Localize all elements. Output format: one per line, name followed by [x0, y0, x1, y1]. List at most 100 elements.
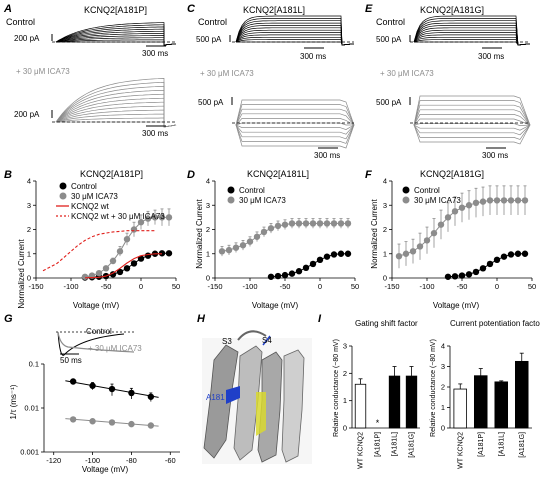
data-point	[323, 220, 331, 227]
y-tick-label: 0	[206, 274, 210, 283]
data-point	[486, 260, 494, 268]
x-tick-label: -100	[85, 456, 100, 465]
y-tick-label: 1	[441, 403, 445, 412]
panel-i-ylabel-right: Relative conductance (−80 mV)	[430, 339, 437, 437]
current-trace	[413, 124, 531, 131]
legend-marker-ica	[402, 196, 410, 204]
legend-marker-control	[59, 182, 67, 190]
y-tick-label: 0.001	[20, 448, 39, 457]
label-s3: S3	[222, 337, 232, 346]
data-point	[316, 220, 324, 227]
legend-ica: 30 μM ICA73	[239, 196, 286, 205]
current-trace	[235, 20, 355, 46]
data-point	[486, 197, 494, 204]
x-tick-label: -100	[419, 282, 434, 291]
x-tick-label: -150	[207, 282, 222, 291]
panel-c-control-traces	[232, 15, 355, 46]
y-tick-label: 0	[343, 424, 347, 433]
data-point	[102, 265, 110, 272]
y-tick-label: 0.01	[24, 404, 39, 413]
data-point	[337, 250, 345, 257]
panel-g-ica-label: + 30 μM ICA73	[88, 344, 142, 353]
data-point	[218, 248, 226, 255]
current-trace	[235, 108, 355, 126]
panel-i-title-right: Current potentiation factor	[450, 319, 540, 328]
legend-wt-ica: KCNQ2 wt + 30 μM ICA73	[71, 212, 165, 221]
data-point	[267, 273, 275, 280]
panel-b-ylabel: Normalized Current	[17, 239, 26, 309]
x-tick-label: -50	[457, 282, 468, 291]
data-point	[309, 220, 317, 227]
data-point	[316, 256, 324, 264]
legend-marker-ica	[59, 192, 67, 200]
current-trace	[235, 104, 355, 126]
panel-e-ica-label: + 30 μM ICA73	[380, 69, 434, 78]
panel-g-xlabel: Voltage (mV)	[82, 465, 129, 474]
current-trace	[55, 93, 177, 128]
data-point	[507, 251, 515, 258]
y-tick-label: 4	[206, 177, 210, 186]
data-point	[514, 197, 522, 204]
current-trace	[413, 39, 531, 46]
label-s4: S4	[262, 336, 272, 345]
y-tick-label: 1	[383, 249, 387, 258]
data-point	[288, 270, 296, 277]
data-point	[330, 251, 338, 258]
panel-c-scale-top: 500 pA	[196, 35, 222, 44]
data-point	[274, 222, 282, 230]
panel-a-time-bot: 300 ms	[142, 129, 168, 138]
current-trace	[236, 41, 355, 46]
data-point	[302, 220, 310, 227]
data-point	[493, 197, 501, 204]
current-trace	[235, 99, 355, 126]
x-tick-label: -80	[126, 456, 137, 465]
y-tick-label: 1	[206, 249, 210, 258]
inset-trace-control	[57, 331, 125, 356]
x-tick-label: 0	[318, 282, 322, 291]
data-point	[274, 272, 282, 280]
data-point	[147, 393, 155, 400]
data-point	[281, 271, 289, 279]
current-trace	[55, 24, 177, 46]
panel-e-scale-top: 500 pA	[376, 35, 402, 44]
y-tick-label: 3	[27, 201, 31, 210]
panel-d: D KCNQ2[A181L] -150 -100 -50 0 50 0 1 2 3 4 Norma…	[187, 169, 359, 310]
panel-b-legend: Control 30 μM ICA73 KCNQ2 wt KCNQ2 wt + …	[56, 182, 165, 221]
x-tick-label: 50	[172, 282, 180, 291]
current-trace	[235, 118, 355, 126]
current-trace	[55, 97, 177, 128]
data-point	[344, 220, 352, 227]
bar	[514, 360, 529, 429]
panel-d-plot: -150 -100 -50 0 50 0 1 2 3 4	[206, 177, 359, 292]
current-trace	[235, 29, 355, 46]
data-point	[123, 265, 131, 272]
legend-marker-ica	[227, 196, 235, 204]
data-point	[302, 264, 310, 272]
label-a181: A181	[206, 393, 225, 402]
data-point	[323, 253, 331, 260]
data-point	[253, 233, 261, 240]
panel-f: F KCNQ2[A181G] -150 -100 -50 0 50 0 1 2 3 4 Norma…	[365, 169, 536, 310]
panel-g: G -120 -100 -80 -60 0.001 0.01 0.1 Control + 3…	[4, 313, 180, 474]
panel-f-ylabel: Normalized Current	[370, 199, 379, 269]
bar	[473, 375, 488, 429]
current-trace	[413, 20, 531, 46]
y-tick-label: 2	[441, 383, 445, 392]
current-trace	[413, 15, 531, 46]
panel-e-control-label: Control	[376, 17, 405, 27]
panel-g-control-label: Control	[86, 327, 112, 336]
x-tick-label: -60	[165, 456, 176, 465]
panel-letter-d: D	[187, 169, 195, 181]
data-point	[89, 382, 96, 389]
y-tick-label: 0	[383, 274, 387, 283]
current-trace	[413, 100, 531, 126]
current-trace	[413, 104, 531, 126]
panel-e-time-top: 300 ms	[478, 52, 504, 61]
data-point	[246, 238, 254, 245]
data-point	[225, 246, 233, 254]
current-trace	[413, 34, 531, 46]
inset-trace-ica	[57, 331, 135, 353]
current-trace	[55, 26, 177, 46]
current-trace	[55, 39, 177, 46]
panel-c-control-label: Control	[198, 17, 227, 27]
